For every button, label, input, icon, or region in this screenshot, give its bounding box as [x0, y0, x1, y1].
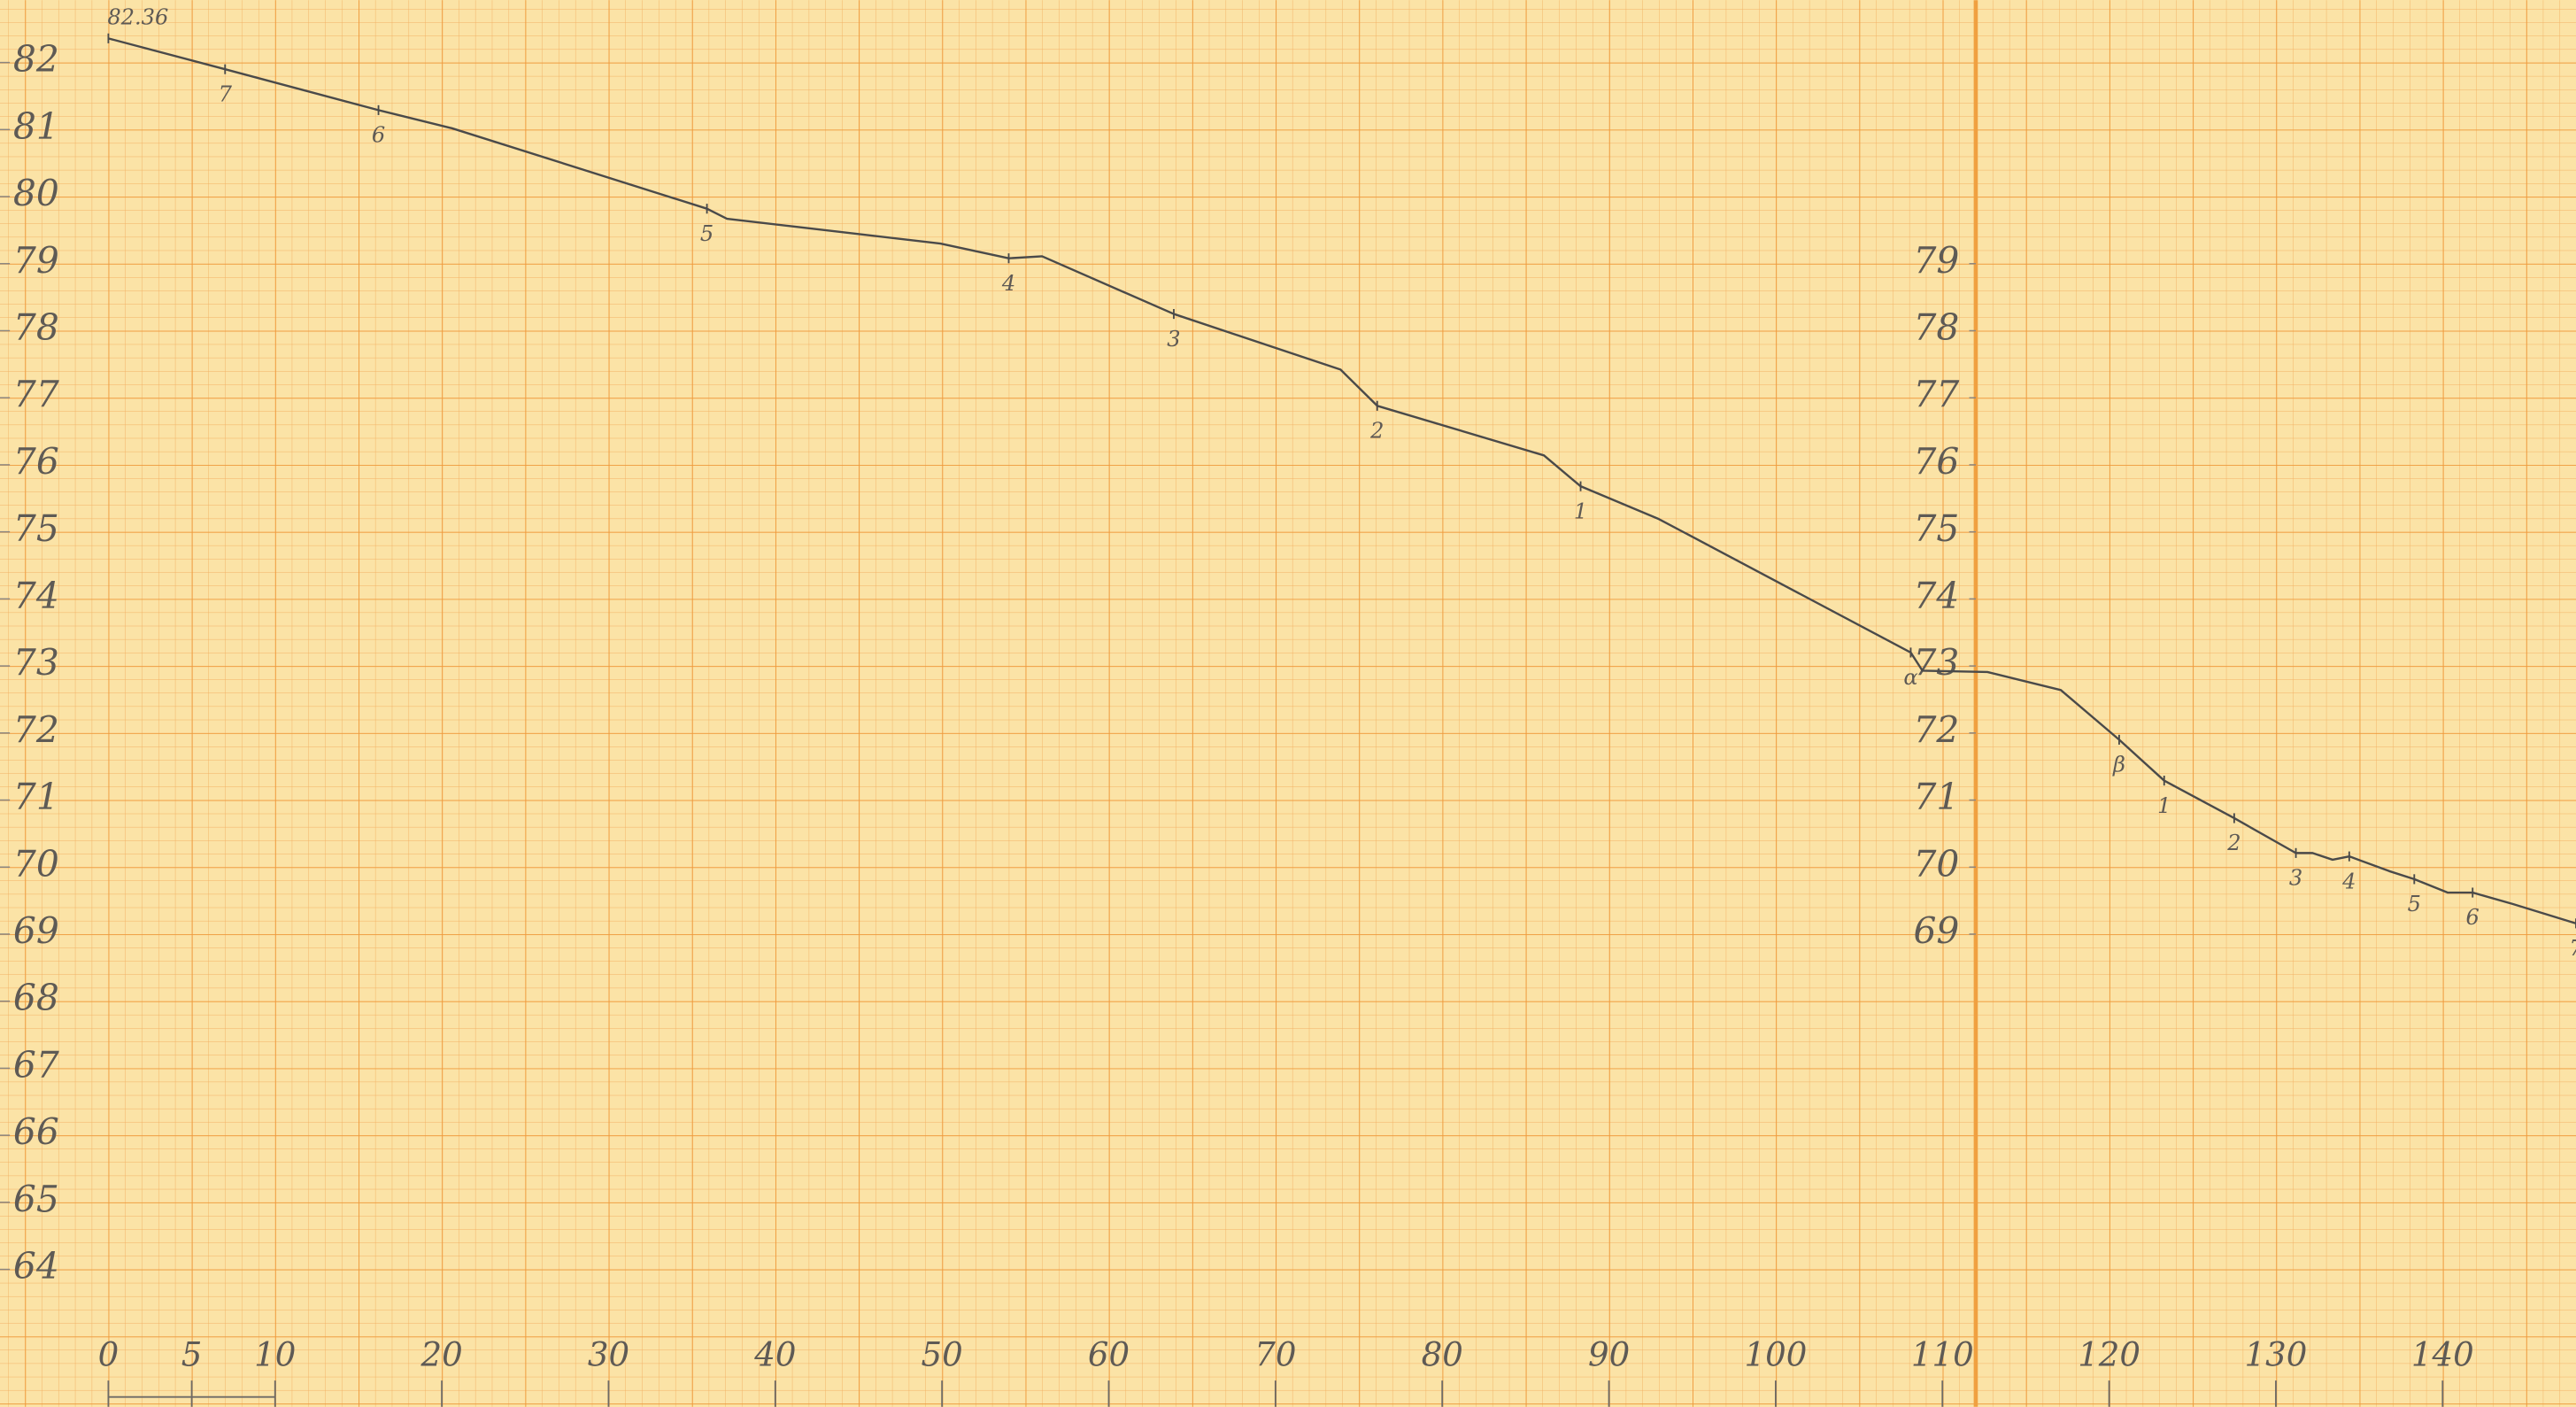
y2-tick-label: 72: [1913, 708, 1959, 751]
station-label: 3: [1167, 327, 1180, 352]
x-tick-label: 110: [1911, 1336, 1974, 1374]
x-tick-label: 30: [588, 1336, 629, 1374]
x-tick-label: 100: [1745, 1336, 1808, 1374]
x-tick-label: 60: [1088, 1336, 1130, 1374]
station-label: 2: [1369, 418, 1384, 443]
y-tick-label: 65: [13, 1178, 59, 1220]
station-label: 4: [2341, 869, 2356, 893]
y-tick-label: 73: [13, 642, 59, 684]
y-tick-label: 77: [13, 374, 59, 416]
station-label: 2: [2226, 831, 2241, 855]
y-tick-label: 70: [13, 843, 59, 885]
y-tick-label: 80: [13, 173, 59, 215]
y-tick-label: 78: [13, 306, 59, 349]
y-tick-label: 72: [13, 708, 59, 751]
station-label: α: [1903, 665, 1917, 690]
station-label: 6: [372, 123, 385, 148]
x-tick-label: 80: [1422, 1336, 1463, 1374]
station-label: 1: [2157, 793, 2171, 818]
y-tick-label: 66: [13, 1111, 59, 1154]
y-tick-label: 69: [13, 909, 59, 952]
y2-tick-label: 69: [1913, 909, 1959, 952]
y2-tick-label: 74: [1913, 575, 1959, 617]
station-label: β: [2112, 753, 2125, 777]
x-tick-label: 140: [2411, 1336, 2474, 1374]
y2-tick-label: 78: [1913, 306, 1959, 349]
station-label: 7: [219, 81, 233, 106]
station-label: 3: [2289, 866, 2302, 891]
graph-paper-chart: 6465666768697071727374757677787980818269…: [0, 0, 2576, 1407]
y-tick-label: 74: [13, 575, 59, 617]
x-tick-label: 10: [254, 1336, 296, 1374]
y-tick-label: 64: [13, 1245, 59, 1287]
y-tick-label: 68: [13, 977, 59, 1019]
x-tick-label: 5: [181, 1336, 203, 1374]
major-grid: [0, 0, 2576, 1407]
station-label: 1: [1574, 499, 1587, 523]
y2-tick-label: 76: [1913, 440, 1959, 483]
x-tick-label: 70: [1254, 1336, 1296, 1374]
y-tick-label: 71: [13, 776, 59, 818]
y-tick-label: 76: [13, 440, 59, 483]
station-label: 82.36: [107, 5, 168, 30]
y-tick-label: 79: [13, 239, 59, 282]
y2-tick-label: 79: [1913, 239, 1959, 282]
y-tick-label: 75: [13, 507, 59, 550]
x-tick-label: 90: [1588, 1336, 1630, 1374]
y2-tick-label: 77: [1913, 374, 1959, 416]
x-tick-label: 40: [753, 1336, 796, 1374]
y2-tick-label: 71: [1913, 776, 1959, 818]
station-label: 4: [1001, 271, 1015, 296]
station-label: 6: [2466, 905, 2480, 930]
x-tick-label: 20: [420, 1336, 463, 1374]
x-tick-label: 50: [922, 1336, 963, 1374]
y-tick-label: 82: [13, 38, 59, 81]
y2-tick-label: 75: [1913, 507, 1959, 550]
y2-tick-label: 70: [1913, 843, 1959, 885]
y-tick-label: 81: [13, 105, 59, 148]
page: {"chart_data": { "type": "line", "x": [0…: [0, 0, 2576, 1407]
y-tick-label: 67: [13, 1044, 59, 1086]
x-tick-label: 0: [98, 1336, 120, 1374]
y2-tick-label: 73: [1913, 642, 1959, 684]
station-label: 5: [2408, 892, 2421, 916]
x-tick-label: 130: [2245, 1336, 2308, 1374]
station-label: 5: [700, 221, 713, 246]
station-label: 7: [2569, 936, 2576, 961]
x-tick-label: 120: [2078, 1336, 2140, 1374]
